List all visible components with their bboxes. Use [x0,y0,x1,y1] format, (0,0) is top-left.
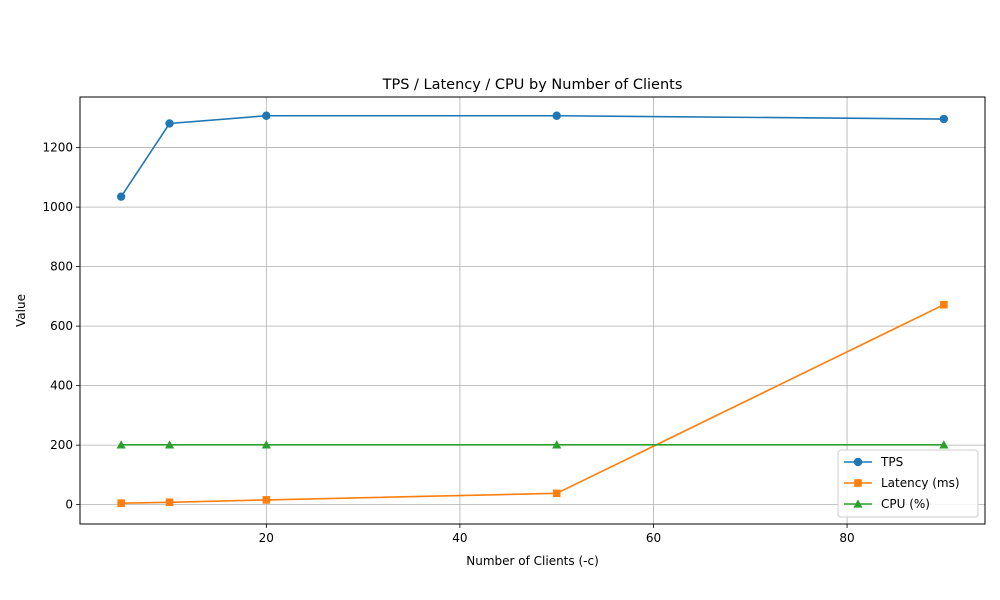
data-point-tps [939,114,949,124]
plot-area-frame [79,96,986,525]
x-tick-label: 80 [839,531,854,545]
legend-marker [853,499,863,508]
data-point-cpu [939,440,949,449]
x-axis-label: Number of Clients (-c) [466,554,599,568]
data-point-latency-ms [552,489,561,498]
data-point-latency-ms [165,498,174,507]
x-tick-label: 20 [259,531,274,545]
chart-title: TPS / Latency / CPU by Number of Clients [382,77,683,93]
series-line-tps [120,114,944,198]
data-point-latency-ms [117,499,125,507]
y-tick-label: 1200 [42,141,73,155]
x-tick-label: 40 [452,531,467,545]
data-point-cpu [116,440,126,449]
data-point-cpu [164,440,175,449]
data-point-tps [552,111,561,120]
data-point-cpu [552,440,562,449]
series-tps [116,111,949,201]
series-latency-ms [117,300,948,507]
data-point-cpu [261,440,271,449]
data-point-tps [165,119,174,128]
legend-marker [854,479,862,487]
legend-item: Latency (ms) [844,476,960,490]
y-tick-label: 400 [50,379,73,393]
y-axis-label: Value [14,294,28,327]
legend-item: TPS [844,455,903,469]
y-tick-label: 600 [50,319,73,333]
series-cpu [116,440,949,449]
y-tick-label: 0 [65,498,73,512]
legend-label: Latency (ms) [881,476,960,490]
data-point-tps [116,192,126,201]
y-tick-label: 800 [50,260,73,274]
series-line-latency-ms [121,303,945,504]
y-tick-label: 200 [50,438,73,452]
legend-item: CPU (%) [844,497,930,511]
data-point-tps [262,111,271,120]
legend-label: CPU (%) [881,497,930,511]
series-group [116,111,949,507]
y-tick-label: 1000 [42,200,73,214]
legend: TPS Latency (ms) CPU (%) [837,449,979,518]
data-point-latency-ms [262,496,271,504]
data-point-latency-ms [940,300,948,309]
legend-box [837,449,979,518]
legend-label: TPS [880,455,903,469]
x-tick-label: 60 [646,531,661,545]
legend-marker [853,457,863,467]
